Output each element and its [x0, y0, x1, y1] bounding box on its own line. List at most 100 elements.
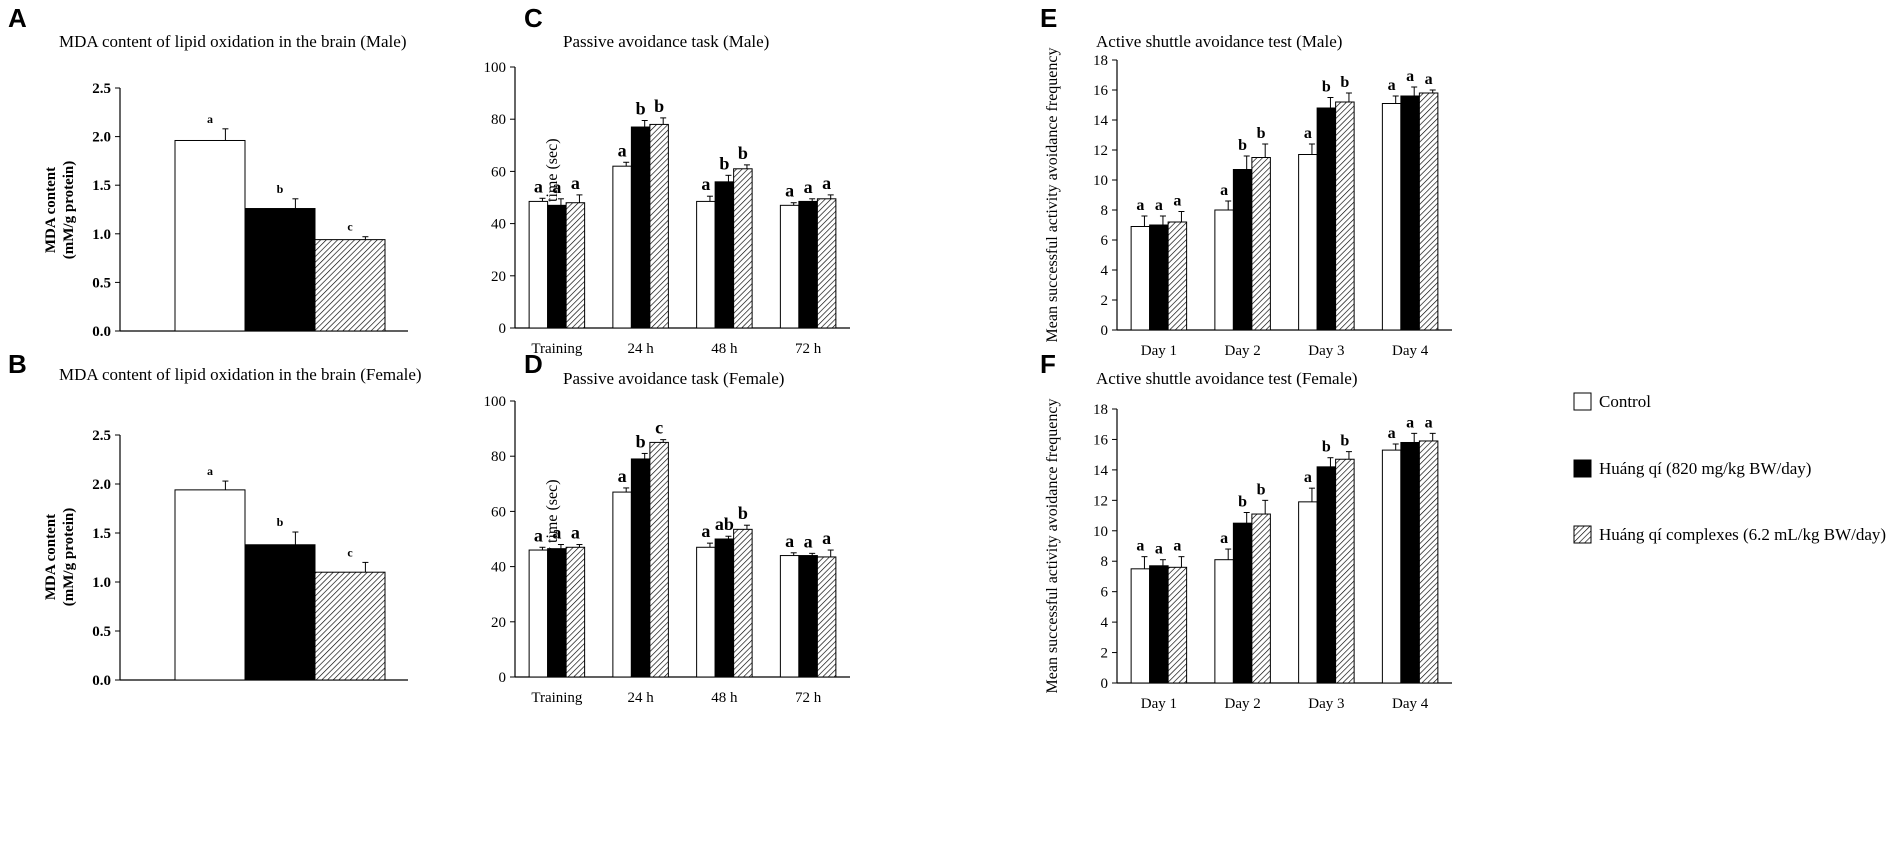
significance-label: a	[1388, 425, 1396, 442]
y-tick-label: 80	[491, 112, 506, 128]
bar	[565, 202, 586, 329]
significance-label: a	[1155, 197, 1163, 214]
significance-label: a	[534, 176, 543, 196]
significance-label: b	[654, 96, 664, 116]
y-tick-label: 18	[1093, 53, 1108, 69]
bar	[798, 200, 818, 329]
bar	[1418, 440, 1439, 684]
chart-panel-D: D Passive avoidance task (Female) 0 20 40 60 8…	[484, 349, 850, 706]
bar	[1214, 209, 1234, 331]
significance-label: a	[785, 181, 794, 201]
chart-panel-B: B MDA content of lipid oxidation in the b…	[8, 349, 422, 689]
y-tick-label: 2.0	[92, 477, 111, 493]
y-tick-label: 12	[1093, 493, 1108, 509]
significance-label: c	[347, 545, 353, 559]
significance-label: a	[207, 464, 213, 478]
y-axis-label-group: MDA content (mM/g protein)	[43, 508, 77, 606]
bar	[1232, 169, 1253, 331]
x-tick-label: Day 2	[1225, 343, 1261, 359]
y-tick-label: 8	[1101, 554, 1109, 570]
y-axis-label-group: Mean successful activity avoidance frequ…	[1044, 399, 1061, 694]
significance-label: a	[571, 173, 580, 193]
y-tick-label: 14	[1093, 113, 1109, 129]
significance-label: a	[822, 528, 831, 548]
bar	[816, 556, 837, 678]
y-tick-label: 10	[1093, 524, 1108, 540]
bar	[1335, 101, 1355, 331]
significance-label: b	[636, 431, 646, 451]
chart-title: Passive avoidance task (Male)	[563, 32, 769, 51]
bar	[733, 168, 753, 329]
y-tick-label: 18	[1093, 402, 1108, 418]
panel-letter: E	[1040, 3, 1057, 33]
significance-label: b	[719, 153, 729, 173]
y-tick-label: 16	[1093, 432, 1109, 448]
significance-label: b	[1257, 125, 1266, 142]
y-tick-label: 6	[1101, 585, 1109, 601]
bar	[1149, 565, 1169, 684]
significance-label: a	[804, 177, 813, 197]
y-tick-label: 20	[491, 269, 506, 285]
chart-title: Passive avoidance task (Female)	[563, 369, 784, 388]
bar	[1149, 224, 1169, 331]
bar	[1167, 566, 1188, 684]
significance-label: b	[1322, 79, 1331, 96]
y-tick-label: 1.0	[92, 227, 111, 243]
bar	[174, 139, 246, 332]
y-tick-label: 0.0	[92, 324, 111, 340]
legend-label: Huáng qí (820 mg/kg BW/day)	[1599, 459, 1811, 478]
bar	[1316, 466, 1337, 684]
y-tick-label: 14	[1093, 463, 1109, 479]
y-tick-label: 0	[1101, 323, 1109, 339]
legend-swatch	[1573, 525, 1592, 544]
significance-label: a	[1425, 414, 1433, 431]
bar	[1298, 501, 1318, 684]
chart-title: Active shuttle avoidance test (Female)	[1096, 369, 1358, 388]
legend-swatch	[1573, 392, 1592, 411]
bar	[630, 458, 651, 678]
significance-label: a	[207, 112, 213, 126]
y-tick-label: 20	[491, 615, 506, 631]
significance-label: a	[785, 531, 794, 551]
significance-label: b	[636, 99, 646, 119]
legend-label: Huáng qí complexes (6.2 mL/kg BW/day)	[1599, 525, 1886, 544]
chart-panels: A MDA content of lipid oxidation in the b…	[8, 3, 1452, 712]
bar	[528, 200, 549, 329]
x-tick-label: Day 4	[1392, 343, 1429, 359]
panel-letter: A	[8, 3, 27, 33]
bar	[779, 555, 800, 678]
significance-label: a	[618, 466, 627, 486]
significance-label: b	[1238, 494, 1247, 511]
significance-label: a	[701, 174, 710, 194]
bar	[174, 489, 246, 681]
chart-title: MDA content of lipid oxidation in the br…	[59, 32, 407, 51]
x-tick-label: Day 4	[1392, 696, 1429, 712]
significance-label: a	[618, 140, 627, 160]
significance-label: a	[552, 177, 561, 197]
bar	[547, 204, 567, 329]
y-tick-label: 1.0	[92, 575, 111, 591]
bar	[696, 546, 716, 678]
significance-label: a	[1220, 182, 1228, 199]
y-axis-label: (mM/g protein)	[61, 508, 77, 606]
y-axis-label-group: Mean successful activity avoidance frequ…	[1044, 48, 1061, 343]
panel-letter: B	[8, 349, 27, 379]
significance-label: a	[1406, 68, 1414, 85]
chart-panel-F: F Active shuttle avoidance test (Female) 0…	[1040, 349, 1452, 712]
bar	[1418, 92, 1439, 331]
significance-label: a	[1388, 77, 1396, 94]
significance-label: ab	[715, 514, 734, 534]
bar	[612, 165, 632, 329]
legend-label: Control	[1599, 392, 1651, 411]
y-tick-label: 10	[1093, 173, 1108, 189]
y-tick-label: 100	[484, 394, 507, 410]
significance-label: a	[534, 525, 543, 545]
chart-title: MDA content of lipid oxidation in the br…	[59, 365, 422, 384]
bar	[798, 555, 818, 678]
legend-item: Huáng qí (820 mg/kg BW/day)	[1573, 459, 1811, 478]
significance-label: a	[1220, 530, 1228, 547]
bar	[696, 200, 716, 329]
bar	[244, 208, 316, 332]
bar	[314, 571, 386, 681]
